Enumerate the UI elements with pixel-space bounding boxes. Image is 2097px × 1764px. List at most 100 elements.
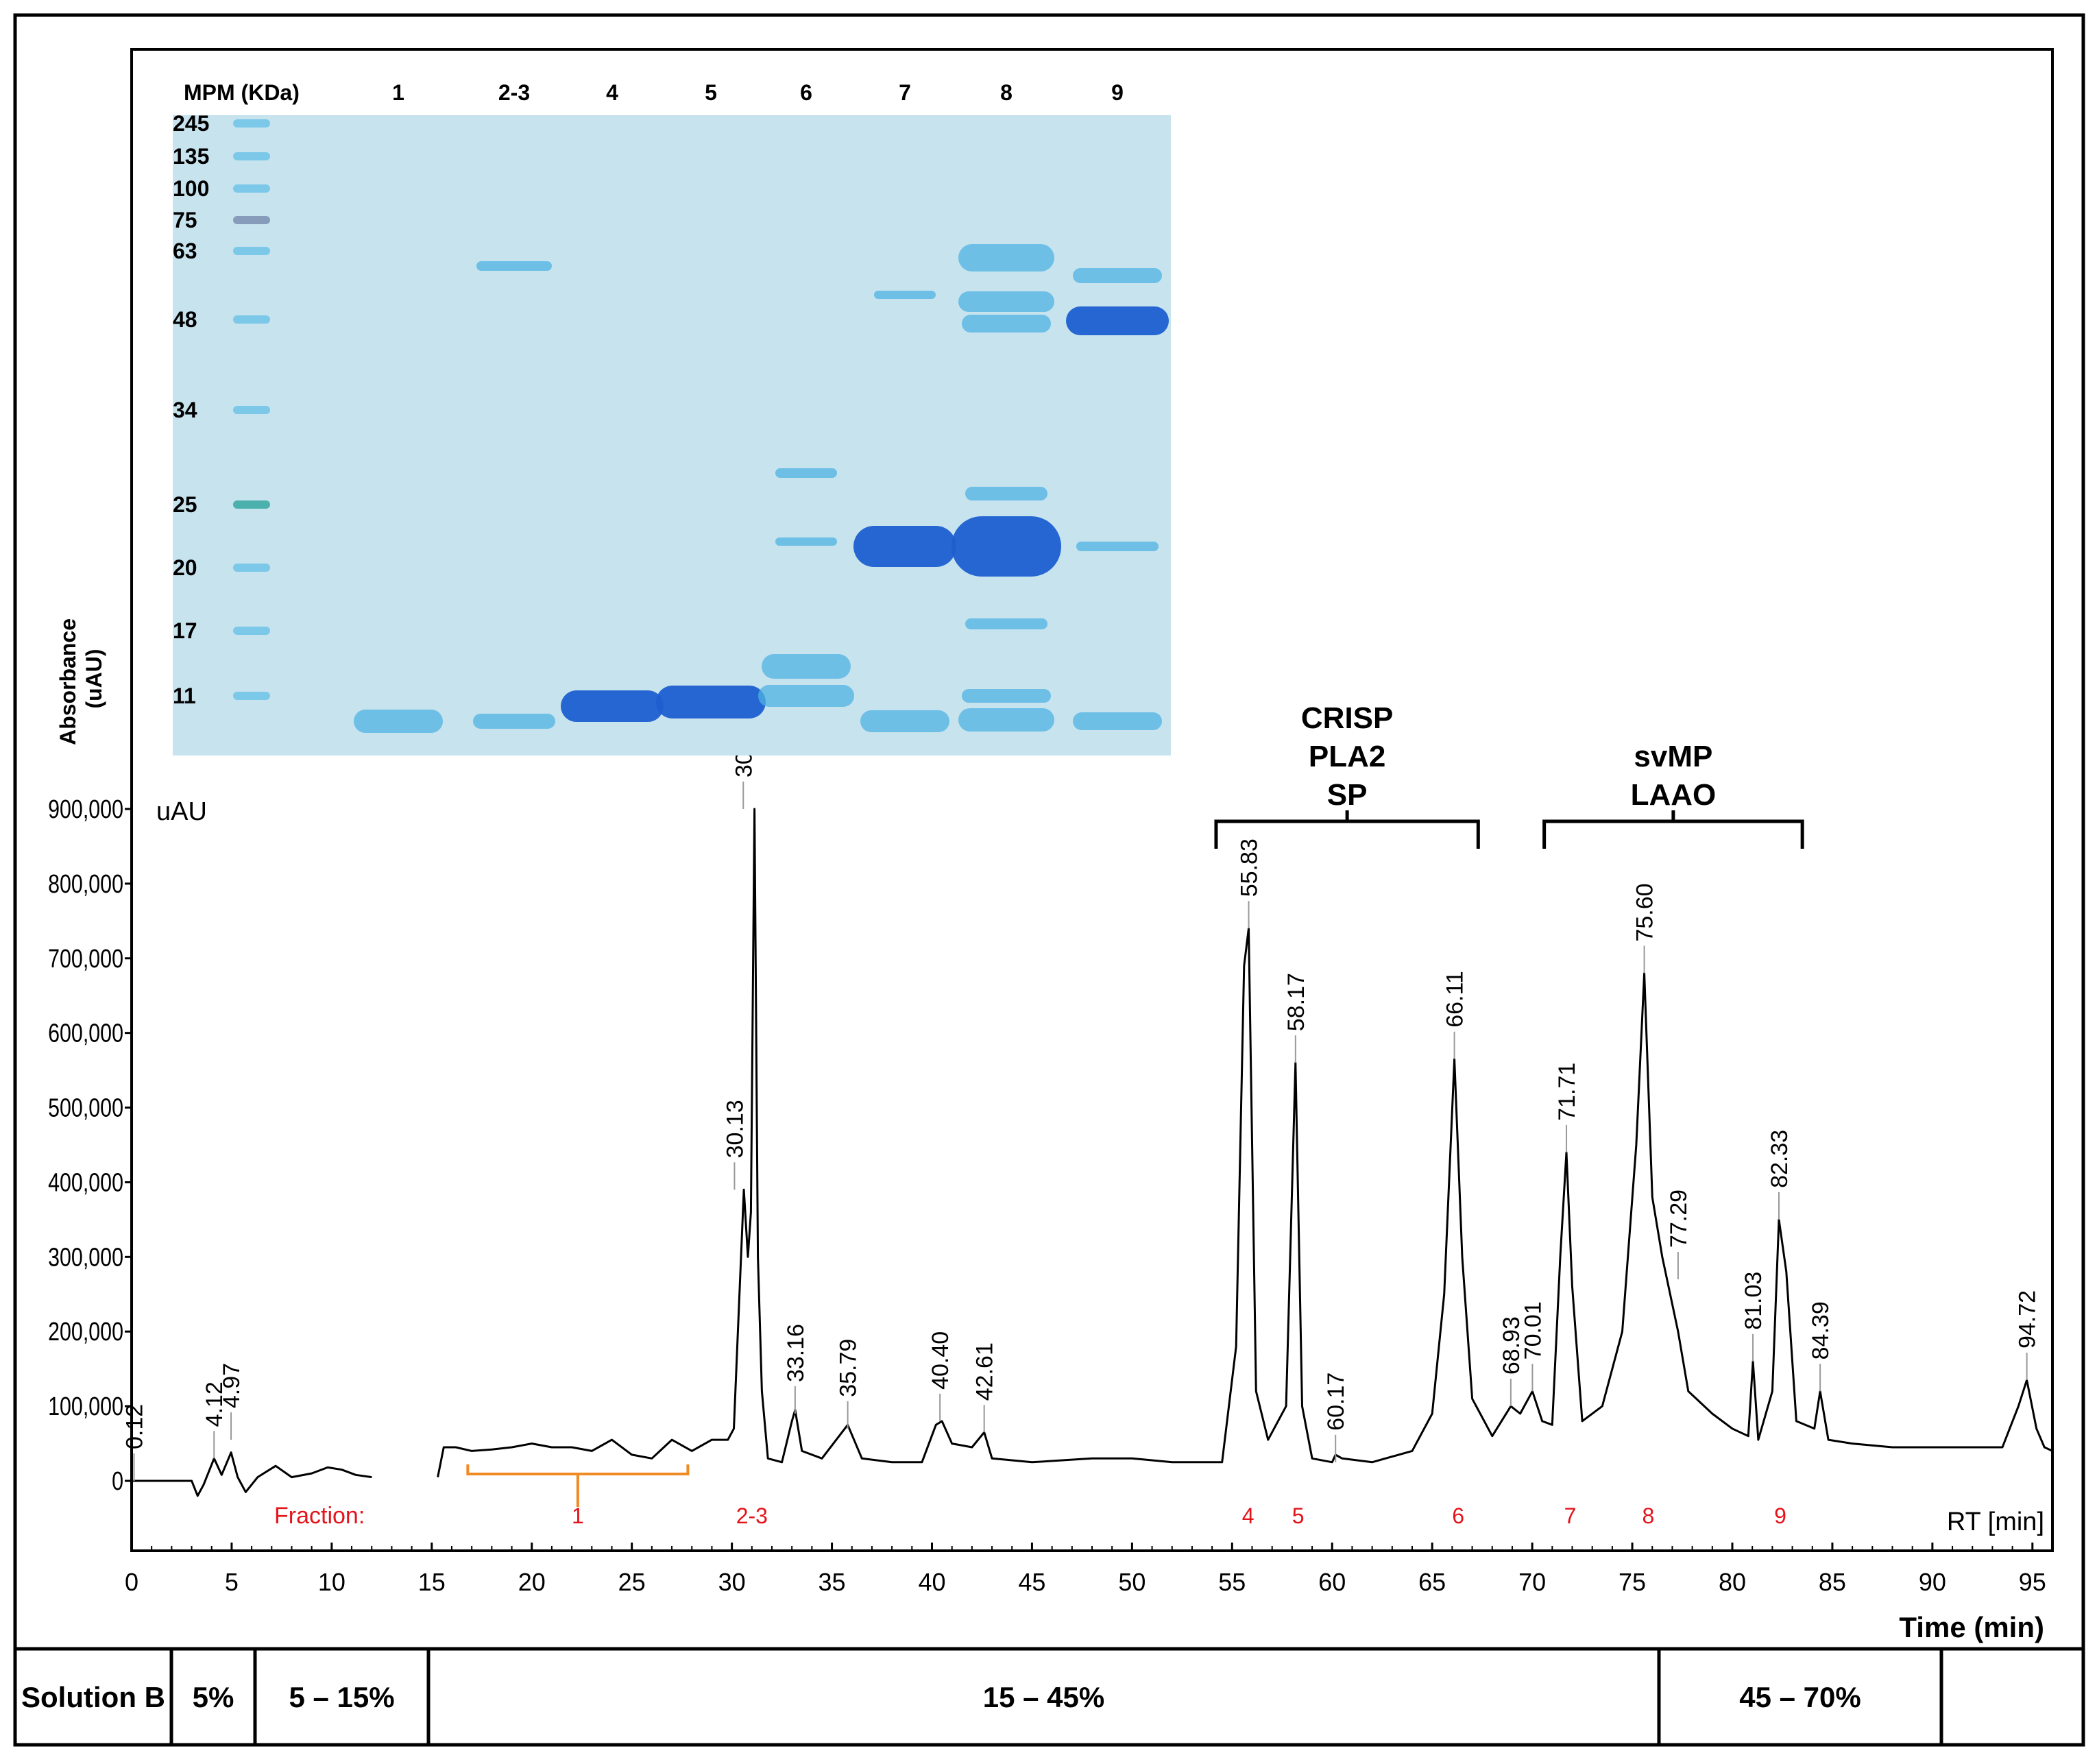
fraction-number: 6 [1452,1503,1464,1528]
annotation-label: svMP [1634,740,1712,773]
gel-band [951,516,1061,577]
peak-label: 40.40 [928,1331,954,1390]
gel-marker-band [233,692,270,700]
gel-marker-band [233,500,270,509]
table-cell: 5 – 15% [289,1681,394,1713]
gel-band [962,689,1051,703]
gel-marker-band [233,315,270,324]
fraction-label: Fraction: [274,1503,365,1529]
x-tick-label: 30 [718,1568,746,1596]
fraction-number: 5 [1292,1503,1305,1528]
peak-label: 4.97 [219,1363,245,1408]
gel-marker-label: 11 [173,684,196,708]
gel-marker-label: 245 [173,111,209,136]
gel-band [476,261,552,271]
peak-label: 33.16 [783,1324,809,1382]
fraction-number: 1 [572,1503,584,1528]
gel-band [965,618,1047,629]
table-cell: 45 – 70% [1739,1681,1860,1713]
gel-lane-label: 4 [606,80,618,105]
gel-marker-label: 100 [173,176,209,201]
gel-band [853,526,956,567]
gel-marker-label: 25 [173,492,197,517]
gel-band [860,710,949,732]
x-tick-label: 25 [618,1568,646,1596]
peak-label: 81.03 [1741,1272,1767,1330]
x-tick-label: 75 [1619,1568,1646,1596]
gel-band [354,710,443,733]
x-tick-label: 95 [2019,1568,2046,1596]
gel-band [775,468,837,478]
table-cell: 15 – 45% [983,1681,1104,1713]
peak-label: 42.61 [972,1342,998,1401]
x-tick-label: 20 [518,1568,546,1596]
y-tick-label: 200,000 [48,1318,123,1346]
gel-lane-label: 6 [800,80,812,105]
y-tick-label: 700,000 [48,945,123,974]
gel-marker-label: 48 [173,307,197,332]
gel-marker-label: 34 [173,398,197,422]
annotation-bracket [1542,810,1804,849]
peak-label: 77.29 [1666,1189,1692,1248]
peak-label: 75.60 [1632,883,1658,941]
peak-label: 68.93 [1499,1316,1525,1375]
peak-label: 35.79 [836,1339,862,1397]
peak-label: 4.12 [202,1381,228,1427]
gel-lane-label: 2-3 [498,80,530,105]
gel-marker-band [233,564,270,572]
peak-label: 84.39 [1808,1301,1834,1360]
y-tick-label: 400,000 [48,1168,123,1197]
fraction-number: 9 [1774,1503,1786,1528]
annotation-label: PLA2 [1309,740,1385,773]
x-tick-label: 15 [418,1568,446,1596]
gel-marker-label: 63 [173,239,197,263]
y-tick-label: 500,000 [48,1094,123,1122]
gel-marker-band [233,216,270,224]
gel-marker-label: 17 [173,618,197,643]
gel-lane-label: 9 [1111,80,1124,105]
fraction-number: 4 [1242,1503,1254,1528]
gel-band [1073,268,1162,283]
y-tick-label: 0 [112,1467,123,1496]
annotation-label: SP [1327,778,1368,812]
gel-lane-label: 8 [1000,80,1013,105]
peak-label: 58.17 [1283,973,1309,1031]
x-unit-label: RT [min] [1947,1508,2044,1536]
gel-lane-label: 1 [392,80,404,105]
fraction-number: 7 [1564,1503,1577,1528]
x-tick-label: 0 [125,1568,138,1596]
gel-marker-label: 20 [173,555,197,580]
x-tick-label: 60 [1318,1568,1346,1596]
peak-label: 71.71 [1554,1063,1580,1121]
gel-marker-band [233,247,270,255]
y-axis-title-line-1: Absorbance [56,618,80,745]
peak-label: 55.83 [1237,838,1263,897]
gel-marker-band [233,184,270,193]
gel-marker-band [233,152,270,160]
gel-band [1073,712,1162,730]
gel-marker-band [233,406,270,414]
y-axis-title: Absorbance (uAU) [56,612,106,745]
annotation-label: CRISP [1301,701,1393,735]
fraction-bracket [466,1464,690,1507]
annotation-bracket [1214,810,1480,849]
gradient-table: Solution B 5% 5 – 15% 15 – 45% 45 – 70% [15,1647,2083,1745]
gel-marker-band [233,119,270,128]
x-tick-label: 70 [1518,1568,1546,1596]
gel-band [656,686,766,718]
gel-lane-label: 7 [899,80,911,105]
x-tick-label: 45 [1018,1568,1045,1596]
y-tick-label: 100,000 [48,1392,123,1421]
gel-band [762,654,851,679]
gel-band [958,244,1054,271]
x-tick-label: 55 [1218,1568,1246,1596]
y-tick-label: 900,000 [48,795,123,824]
gel-band [958,708,1054,732]
x-tick-label: 5 [225,1568,239,1596]
gel-band [874,291,936,299]
gel-marker-label: 135 [173,144,209,169]
peak-label: 60.17 [1323,1373,1349,1431]
fraction-number: 8 [1643,1503,1655,1528]
gel-marker-label: 75 [173,208,197,232]
